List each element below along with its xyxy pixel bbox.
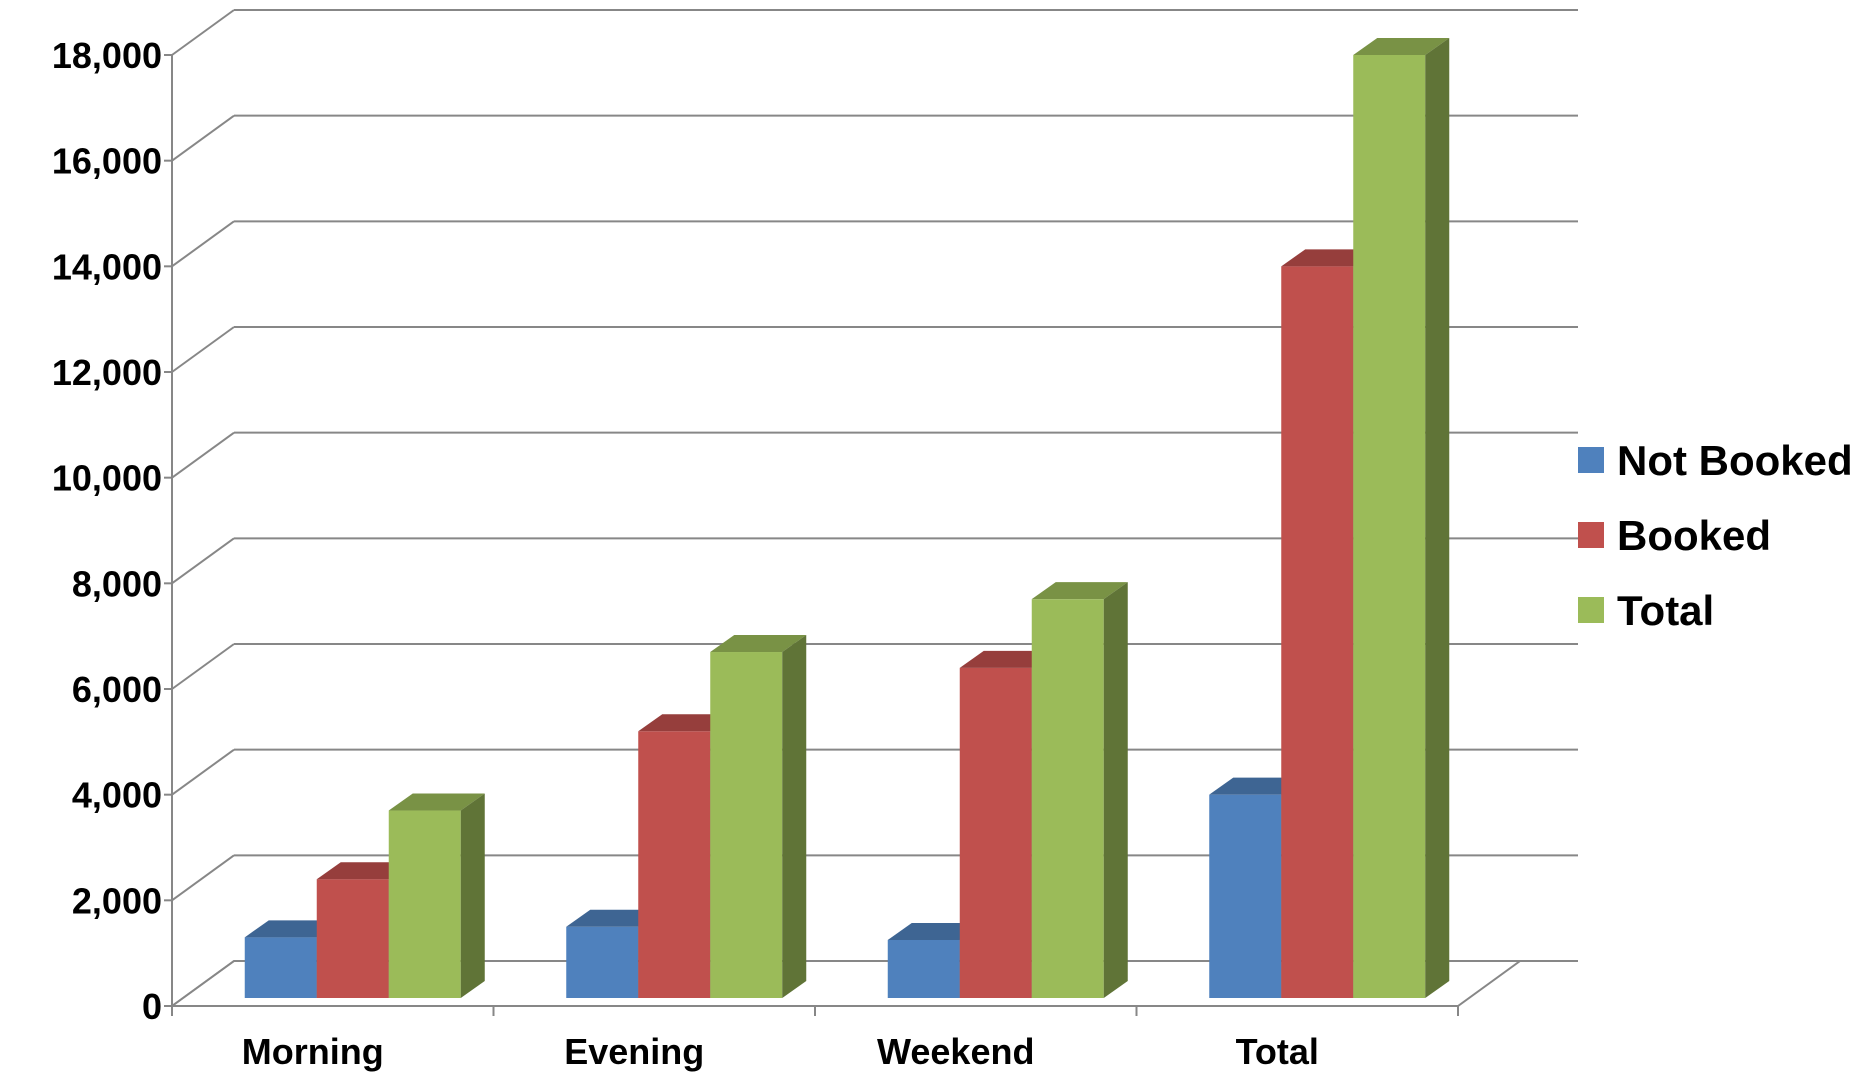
gridline-side [171, 431, 235, 479]
x-tick-label: Weekend [877, 1031, 1034, 1072]
gridline-side [171, 537, 235, 585]
legend-swatch [1578, 522, 1604, 548]
bar-top [388, 793, 485, 811]
legend-label: Total [1617, 587, 1714, 634]
gridline-side [171, 854, 235, 902]
bar-top [1353, 38, 1450, 55]
bar-front [638, 731, 711, 998]
bar [1031, 582, 1128, 998]
y-tick-label: 12,000 [52, 352, 162, 393]
bar [710, 635, 807, 998]
x-tick-label: Morning [242, 1031, 384, 1072]
axes [164, 54, 1459, 1016]
y-tick-label: 0 [142, 986, 162, 1027]
gridline-side [171, 114, 235, 162]
bar-front [959, 667, 1032, 998]
bar-top [1031, 582, 1128, 600]
legend-label: Not Booked [1617, 437, 1853, 484]
legend: Not Booked Booked Total [1578, 437, 1853, 634]
gridline-side [171, 9, 235, 56]
legend-label: Booked [1617, 512, 1771, 559]
bar-front [887, 939, 960, 998]
bar-side [782, 635, 807, 998]
y-tick-label: 18,000 [52, 35, 162, 76]
bar-front [1281, 266, 1354, 998]
x-tick-label: Total [1236, 1031, 1319, 1072]
bar-side [1103, 582, 1128, 998]
bar-side [460, 793, 485, 998]
y-tick-label: 2,000 [72, 880, 162, 921]
y-tick-label: 10,000 [52, 458, 162, 499]
bar-front [1353, 55, 1426, 998]
gridline-side [171, 220, 235, 268]
bars [244, 38, 1450, 999]
y-axis-ticks: 0 2,000 4,000 6,000 8,000 10,000 12,000 14,000 1… [52, 35, 162, 1027]
bar-front [316, 879, 389, 998]
x-tick-label: Evening [564, 1031, 704, 1072]
bar-front [1031, 599, 1104, 998]
y-tick-label: 14,000 [52, 246, 162, 287]
gridline-side [171, 748, 235, 796]
bar-front [244, 937, 317, 998]
x-axis-ticks: Morning Evening Weekend Total [242, 1031, 1319, 1072]
bar [1353, 38, 1450, 998]
y-tick-label: 16,000 [52, 141, 162, 182]
legend-swatch [1578, 447, 1604, 473]
bar-front [1209, 794, 1282, 998]
gridline-side [171, 643, 235, 690]
bar-top [710, 635, 807, 653]
bar-front [710, 652, 783, 998]
bar-front [566, 926, 639, 998]
y-tick-label: 6,000 [72, 669, 162, 710]
bar-front [388, 810, 461, 998]
gridline-side [171, 326, 235, 373]
y-tick-label: 8,000 [72, 563, 162, 604]
bar-side [1425, 38, 1450, 998]
bar [388, 793, 485, 998]
y-tick-label: 4,000 [72, 775, 162, 816]
gridline-side [171, 960, 235, 1007]
legend-swatch [1578, 597, 1604, 623]
